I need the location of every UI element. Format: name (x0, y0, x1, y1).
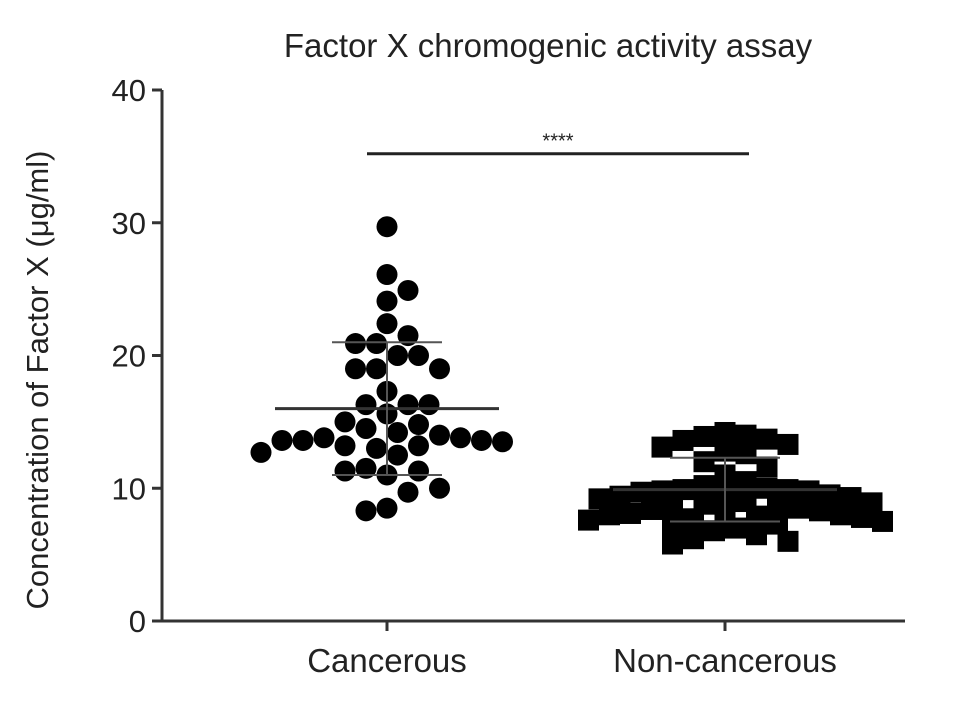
data-point (397, 394, 419, 416)
y-tick-label: 20 (112, 339, 146, 374)
data-point (355, 394, 377, 416)
data-point (418, 394, 440, 416)
data-point (693, 425, 715, 447)
data-point (471, 429, 492, 451)
y-tick-label: 0 (129, 604, 146, 639)
data-point (387, 444, 408, 466)
data-point (408, 435, 429, 457)
data-point (250, 441, 272, 463)
y-axis-label: Concentration of Factor X (μg/ml) (20, 151, 55, 610)
data-point (429, 424, 450, 446)
data-point (376, 313, 398, 335)
data-point (809, 500, 830, 522)
data-point (397, 279, 419, 301)
chart-title: Factor X chromogenic activity assay (284, 27, 813, 64)
data-point (767, 495, 788, 517)
data-point (313, 427, 335, 449)
data-point (683, 528, 704, 550)
data-point (620, 502, 641, 524)
data-point (735, 424, 757, 446)
data-point (578, 509, 599, 531)
error-bars (275, 341, 837, 523)
data-point (756, 428, 778, 450)
data-point (746, 505, 767, 527)
data-point (376, 290, 398, 312)
data-point (735, 471, 757, 493)
data-point (840, 487, 862, 509)
data-point (397, 325, 419, 347)
data-point (376, 216, 398, 238)
data-point (271, 429, 293, 451)
data-point (408, 460, 429, 482)
data-point (345, 333, 366, 355)
data-point (387, 421, 408, 443)
data-point (429, 358, 450, 380)
data-point (662, 496, 683, 518)
y-tick-label: 30 (112, 206, 146, 241)
data-point (345, 358, 366, 380)
data-point (450, 427, 471, 449)
data-point (662, 533, 683, 555)
data-point (777, 530, 799, 552)
data-point (355, 500, 377, 522)
data-point (851, 506, 872, 528)
data-point (429, 477, 450, 499)
data-point (777, 433, 799, 455)
data-point (693, 475, 715, 497)
data-point (704, 520, 725, 542)
data-point (387, 345, 408, 366)
data-point (366, 333, 387, 355)
data-point (376, 497, 398, 519)
data-point (397, 481, 419, 503)
data-point (334, 411, 356, 433)
data-point (292, 429, 314, 451)
data-point (788, 497, 809, 519)
data-point (408, 414, 429, 436)
data-point (672, 429, 694, 451)
data-point (588, 488, 610, 510)
y-tick-label: 40 (112, 73, 146, 108)
data-point (366, 437, 387, 459)
data-point (767, 513, 788, 535)
axes: 0 10 20 30 40 Cancerous Non-cancerous (112, 73, 905, 679)
data-point (872, 510, 893, 532)
data-point (830, 504, 851, 526)
data-point (693, 451, 715, 473)
data-point (756, 456, 778, 478)
data-point (355, 418, 377, 440)
data-point (651, 436, 673, 458)
data-point (366, 358, 387, 380)
data-points (250, 216, 893, 555)
data-point (735, 443, 757, 465)
data-point (746, 524, 767, 546)
data-point (355, 457, 377, 479)
data-point (376, 264, 398, 286)
significance-label: **** (542, 131, 573, 153)
data-point (714, 421, 736, 443)
data-point (492, 431, 513, 453)
y-tick-label: 10 (112, 471, 146, 506)
data-point (408, 345, 429, 366)
data-point (641, 498, 662, 520)
data-point (334, 435, 356, 457)
x-tick-label: Cancerous (307, 642, 467, 679)
data-point (714, 440, 736, 462)
data-point (683, 508, 704, 530)
data-point (662, 514, 683, 536)
data-point (630, 481, 652, 503)
data-point (334, 460, 356, 482)
data-point (725, 517, 746, 539)
data-point (599, 504, 620, 526)
x-tick-label: Non-cancerous (613, 642, 837, 679)
annotations: **** (367, 131, 749, 156)
